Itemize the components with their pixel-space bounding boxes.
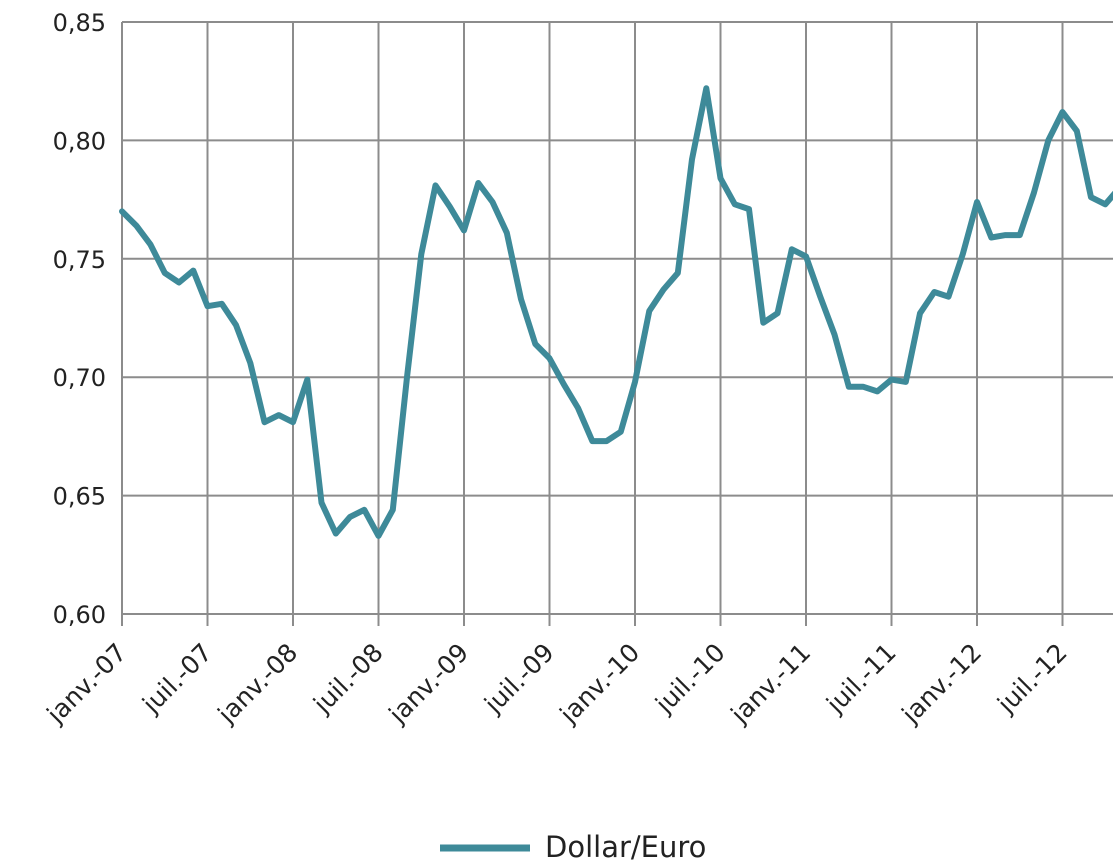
x-tick-label: janv.-11	[724, 638, 816, 730]
y-tick-label: 0,60	[53, 601, 106, 629]
x-tick-label: juil.-08	[307, 638, 389, 720]
y-tick-label: 0,70	[53, 364, 106, 392]
y-axis-tick-labels: 0,60 0,65 0,70 0,75 0,80 0,85	[53, 9, 106, 629]
x-tick-label: juil.-10	[649, 638, 731, 720]
x-tick-label: janv.-09	[382, 638, 474, 730]
x-tick-label: juil.-07	[136, 638, 218, 720]
y-tick-label: 0,75	[53, 246, 106, 274]
series-lines	[119, 85, 1113, 539]
legend: Dollar/Euro	[440, 830, 706, 864]
legend-label-dollar-euro: Dollar/Euro	[545, 830, 706, 864]
x-tick-label: janv.-12	[895, 638, 987, 730]
x-tick-label: janv.-08	[211, 638, 303, 730]
y-tick-label: 0,80	[53, 127, 106, 155]
x-tick-label: juil.-12	[991, 638, 1073, 720]
series-line-dollar-euro	[119, 85, 1113, 539]
x-tick-label: juil.-11	[820, 638, 902, 720]
x-tick-label: juil.-09	[478, 638, 560, 720]
grid	[121, 21, 1113, 626]
x-tick-label: janv.-07	[40, 638, 132, 730]
y-tick-label: 0,65	[53, 483, 106, 511]
x-tick-label: janv.-10	[553, 638, 645, 730]
y-tick-label: 0,85	[53, 9, 106, 37]
